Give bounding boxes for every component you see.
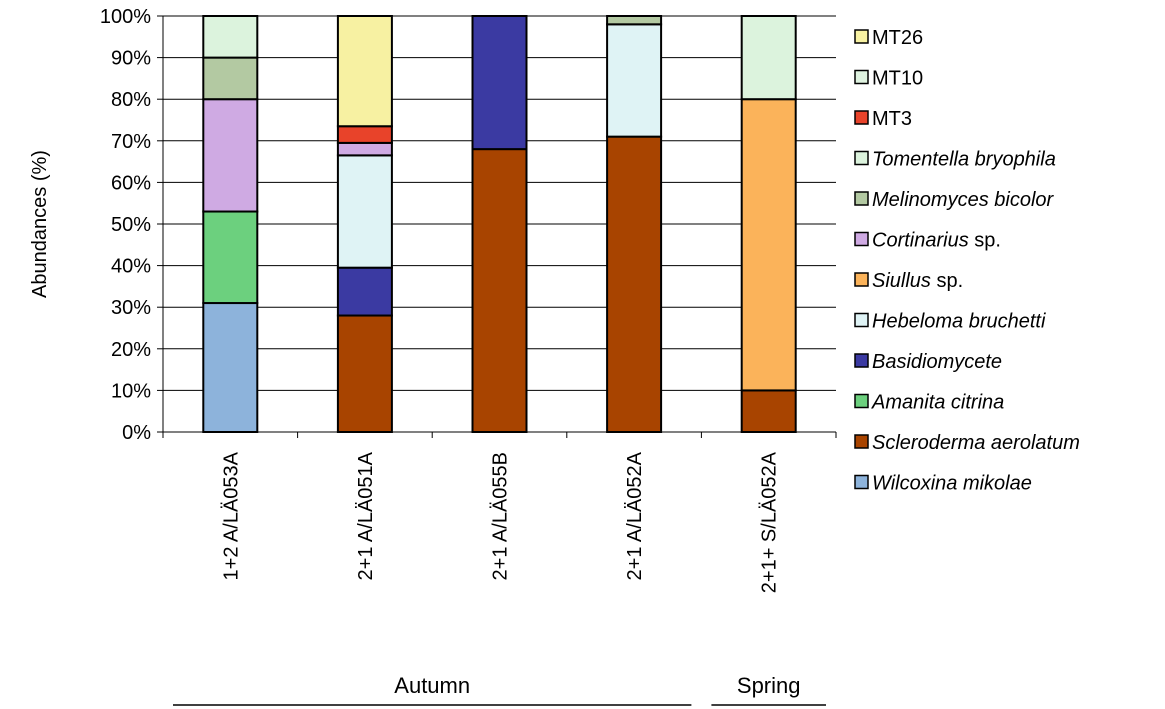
y-axis-label: Abundances (%) xyxy=(29,150,51,298)
legend-item: Wilcoxina mikolae xyxy=(854,473,1032,495)
bar-segment xyxy=(202,210,259,305)
bar-segment xyxy=(471,148,528,433)
legend-item: Melinomyces bicolor xyxy=(854,189,1055,211)
legend-label: MT3 xyxy=(872,108,912,130)
legend-label: Wilcoxina mikolae xyxy=(872,473,1032,495)
bar-segment xyxy=(202,15,259,59)
bar-segment xyxy=(606,15,663,26)
y-tick-label: 40% xyxy=(111,256,151,278)
legend-label: Scleroderma aerolatum xyxy=(872,432,1080,454)
legend-label: MT10 xyxy=(872,68,923,90)
legend-label: Melinomyces bicolor xyxy=(872,189,1055,211)
bar-segment xyxy=(740,98,797,392)
bar-segment xyxy=(202,98,259,213)
legend-label: MT26 xyxy=(872,27,923,49)
legend-swatch xyxy=(854,353,869,368)
legend-swatch xyxy=(854,191,869,206)
bar-segment xyxy=(202,302,259,434)
bars xyxy=(202,15,797,434)
legend-swatch xyxy=(854,29,869,44)
legend-item: Hebeloma bruchetti xyxy=(854,311,1046,333)
group-label: Autumn xyxy=(394,673,470,698)
y-tick-label: 0% xyxy=(122,422,151,444)
bar-segment xyxy=(336,154,393,269)
axes xyxy=(162,16,837,438)
legend-item: Basidiomycete xyxy=(854,351,1002,373)
bar-segment xyxy=(336,141,393,157)
y-tick-label: 20% xyxy=(111,339,151,361)
x-tick-label: 2+1 A/LÄ051A xyxy=(355,451,377,580)
y-tick-label: 30% xyxy=(111,297,151,319)
bar-segment xyxy=(336,314,393,433)
y-tick-label: 100% xyxy=(100,6,151,28)
y-tick-label: 90% xyxy=(111,48,151,70)
bar-segment xyxy=(336,266,393,317)
legend-swatch xyxy=(854,150,869,166)
legend-label: Cortinarius sp. xyxy=(872,230,1001,252)
y-tick-label: 70% xyxy=(111,131,151,153)
y-tick-label: 60% xyxy=(111,172,151,194)
x-tick-label: 2+1 A/LÄ055B xyxy=(490,452,512,580)
legend-label: Basidiomycete xyxy=(872,351,1002,373)
y-tick-label: 50% xyxy=(111,214,151,236)
legend-swatch xyxy=(854,312,869,328)
bar-segment xyxy=(606,135,663,433)
x-tick-label: 2+1 A/LÄ052A xyxy=(624,451,646,580)
legend-swatch xyxy=(854,231,869,247)
y-tick-label: 80% xyxy=(111,89,151,111)
bar-segment xyxy=(336,15,393,128)
legend-item: MT3 xyxy=(854,108,912,130)
legend-swatch xyxy=(854,110,869,125)
legend-label: Siullus sp. xyxy=(872,270,963,292)
x-tick-label: 1+2 A/LÄ053A xyxy=(220,451,242,580)
legend: MT26 MT10 MT3 Tomentella bryophila Melinomyc… xyxy=(854,27,1080,495)
legend-item: Siullus sp. xyxy=(854,270,963,292)
y-tick-label: 10% xyxy=(111,380,151,402)
group-label: Spring xyxy=(737,673,801,698)
legend-swatch xyxy=(854,434,869,449)
legend-label: Tomentella bryophila xyxy=(872,149,1056,171)
legend-item: Tomentella bryophila xyxy=(854,149,1056,171)
legend-swatch xyxy=(854,272,869,287)
x-tick-label: 2+1+ S/LÄ052A xyxy=(759,451,781,593)
bar-segment xyxy=(471,15,528,151)
legend-item: Cortinarius sp. xyxy=(854,230,1001,252)
legend-item: MT10 xyxy=(854,68,923,90)
bar-segment xyxy=(740,15,797,101)
legend-label: Amanita citrina xyxy=(871,392,1004,414)
legend-swatch xyxy=(854,393,869,409)
bar-segment xyxy=(606,23,663,138)
x-axis-labels: 1+2 A/LÄ053A 2+1 A/LÄ051A 2+1 A/LÄ055B 2+1 … xyxy=(220,451,780,593)
legend-item: Scleroderma aerolatum xyxy=(854,432,1080,454)
bar-segment xyxy=(740,389,797,433)
y-axis-ticks: 0% 10% 20% 30% 40% 50% 60% 70% 80% 90% 100% xyxy=(100,6,163,444)
legend-item: MT26 xyxy=(854,27,923,49)
legend-label: Hebeloma bruchetti xyxy=(872,311,1046,333)
legend-item: Amanita citrina xyxy=(854,392,1004,414)
bar-segment xyxy=(202,56,259,101)
legend-swatch xyxy=(854,69,869,85)
legend-swatch xyxy=(854,474,869,490)
category-groups: Autumn Spring xyxy=(173,673,826,706)
bar-segment xyxy=(336,125,393,144)
